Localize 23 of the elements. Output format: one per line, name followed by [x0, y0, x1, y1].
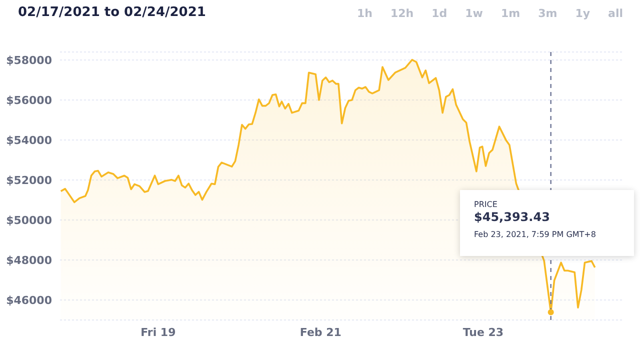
x-tick-label: Feb 21 — [300, 326, 342, 339]
y-tick-label: $48000 — [6, 254, 52, 267]
annotation: PRICE — [474, 200, 498, 209]
annotation: Feb 23, 2021, 7:59 PM GMT+8 — [474, 230, 597, 239]
x-tick-label: Tue 23 — [462, 326, 504, 339]
text: 1w — [464, 6, 484, 22]
text: 12h — [389, 6, 415, 22]
text: 1m — [500, 6, 522, 22]
y-tick-label: $50000 — [6, 214, 52, 227]
tooltip-card: PRICE $45,393.43 Feb 23, 2021, 7:59 PM GMT+8 — [460, 190, 634, 256]
y-tick-label: $52000 — [6, 174, 52, 187]
y-tick-label: $54000 — [6, 134, 52, 147]
text: 1d — [430, 6, 448, 22]
text: all — [607, 6, 624, 22]
annotation: $45,393.43 — [474, 210, 551, 224]
text: 1h — [356, 6, 374, 22]
y-tick-label: $56000 — [6, 94, 52, 107]
x-tick-label: Fri 19 — [140, 326, 176, 339]
y-tick-label: $58000 — [6, 54, 52, 67]
text: 3m — [537, 6, 558, 22]
text: 1y — [574, 6, 592, 22]
y-tick-label: $46000 — [6, 294, 52, 307]
chart-title: 02/17/2021 to 02/24/2021 — [18, 5, 206, 20]
